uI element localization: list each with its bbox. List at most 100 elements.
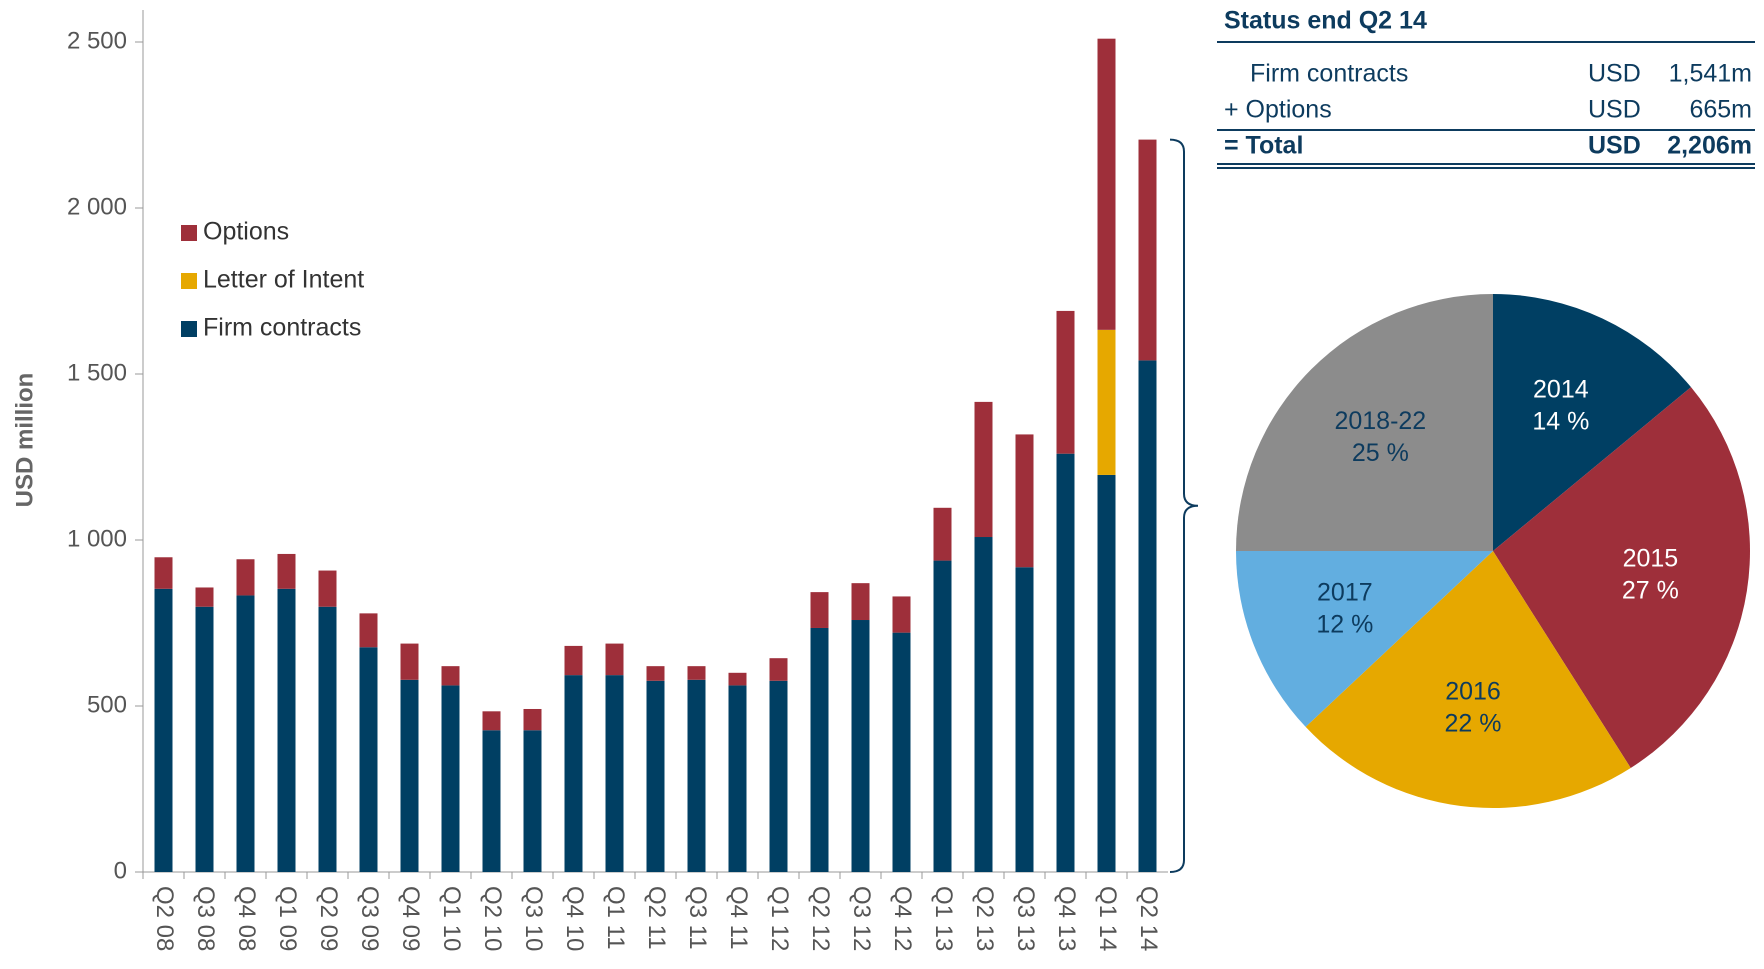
table-cell: 665m	[1689, 96, 1752, 124]
pie-slice	[1493, 294, 1692, 551]
pie-label: 2015	[1623, 545, 1679, 573]
bar-segment	[810, 592, 829, 628]
bar-segment	[195, 606, 214, 872]
bar-segment	[1097, 38, 1116, 330]
y-tick-label: 2 000	[67, 193, 127, 220]
pie-label: 2018-22	[1334, 407, 1426, 435]
x-tick-label: Q4 12	[889, 886, 916, 951]
bar-segment	[318, 606, 337, 872]
bar-segment	[769, 658, 788, 681]
bar-segment	[646, 666, 665, 681]
legend-label: Firm contracts	[203, 314, 361, 342]
bar-segment	[482, 730, 501, 872]
bar-segment	[154, 557, 173, 589]
bar-segment	[974, 401, 993, 538]
x-tick-label: Q2 11	[643, 886, 670, 950]
bar-segment	[769, 680, 788, 872]
bar-segment	[933, 507, 952, 561]
table-cell: USD	[1588, 96, 1641, 124]
pie-slice	[1493, 387, 1750, 768]
x-tick-label: Q3 11	[684, 886, 711, 950]
table-cell: + Options	[1224, 96, 1332, 124]
x-tick-label: Q3 09	[356, 886, 383, 951]
x-tick-label: Q1 12	[766, 886, 793, 951]
table-cell: 2,206m	[1667, 132, 1752, 160]
bar-segment	[1056, 453, 1075, 872]
legend-swatch	[181, 225, 197, 241]
bar-segment	[441, 666, 460, 686]
bar-segment	[154, 588, 173, 872]
bar-segment	[892, 596, 911, 633]
pie-value-label: 22 %	[1445, 710, 1502, 738]
bar-segment	[1056, 310, 1075, 454]
pie-value-label: 27 %	[1622, 577, 1679, 605]
x-tick-label: Q1 10	[438, 886, 465, 951]
x-tick-label: Q1 13	[930, 886, 957, 951]
bar-segment	[646, 680, 665, 872]
bar-segment	[523, 708, 542, 731]
x-tick-label: Q2 10	[479, 886, 506, 951]
x-tick-label: Q3 13	[1012, 886, 1039, 951]
x-tick-label: Q3 12	[848, 886, 875, 951]
y-tick-label: 2 500	[67, 27, 127, 54]
bar-segment	[605, 643, 624, 676]
x-tick-label: Q4 11	[725, 886, 752, 950]
x-tick-label: Q2 13	[971, 886, 998, 951]
bar-segment	[605, 675, 624, 872]
table-title: Status end Q2 14	[1224, 7, 1427, 35]
x-tick-label: Q2 08	[151, 886, 178, 951]
bar-segment	[523, 730, 542, 872]
legend-swatch	[181, 273, 197, 289]
x-tick-label: Q2 12	[807, 886, 834, 951]
bar-segment	[851, 583, 870, 621]
x-tick-label: Q3 10	[520, 886, 547, 951]
pie-value-label: 14 %	[1532, 407, 1589, 435]
y-tick-label: 0	[114, 857, 127, 884]
bar-segment	[974, 537, 993, 872]
bar-segment	[400, 679, 419, 872]
legend-label: Letter of Intent	[203, 266, 364, 294]
x-tick-label: Q4 08	[233, 886, 260, 951]
bar-segment	[482, 711, 501, 731]
bar-segment	[400, 643, 419, 680]
pie-label: 2014	[1533, 375, 1589, 403]
bar-segment	[1138, 360, 1157, 872]
bar-segment	[236, 559, 255, 596]
bar-segment	[1097, 329, 1116, 475]
pie-label: 2016	[1445, 678, 1501, 706]
bar-segment	[1138, 139, 1157, 361]
table-cell: 1,541m	[1669, 60, 1752, 88]
bar-segment	[564, 645, 583, 676]
bar-segment	[728, 672, 747, 686]
pie-label: 2017	[1317, 578, 1373, 606]
y-tick-label: 1 000	[67, 525, 127, 552]
bar-segment	[359, 613, 378, 648]
bar-segment	[728, 685, 747, 872]
y-tick-label: 500	[87, 691, 127, 718]
pie-slice	[1236, 551, 1493, 727]
bar-segment	[933, 560, 952, 872]
bar-segment	[687, 666, 706, 680]
table-cell: USD	[1588, 60, 1641, 88]
x-tick-label: Q1 14	[1094, 886, 1121, 951]
bar-segment	[1015, 434, 1034, 568]
x-tick-label: Q2 14	[1135, 886, 1162, 951]
pie-value-label: 12 %	[1316, 610, 1373, 638]
pie-slice	[1305, 551, 1631, 808]
pie-value-label: 25 %	[1352, 439, 1409, 467]
bar-segment	[236, 595, 255, 872]
bar-segment	[359, 647, 378, 872]
legend-label: Options	[203, 218, 289, 246]
y-tick-label: 1 500	[67, 359, 127, 386]
bar-segment	[851, 620, 870, 872]
x-tick-label: Q1 11	[602, 886, 629, 950]
x-tick-label: Q4 13	[1053, 886, 1080, 951]
bar-segment	[810, 627, 829, 872]
table-cell: = Total	[1224, 132, 1303, 160]
x-tick-label: Q4 09	[397, 886, 424, 951]
x-tick-label: Q4 10	[561, 886, 588, 951]
bar-segment	[892, 632, 911, 872]
bar-segment	[1097, 474, 1116, 872]
bar-segment	[687, 679, 706, 872]
bar-segment	[564, 675, 583, 872]
